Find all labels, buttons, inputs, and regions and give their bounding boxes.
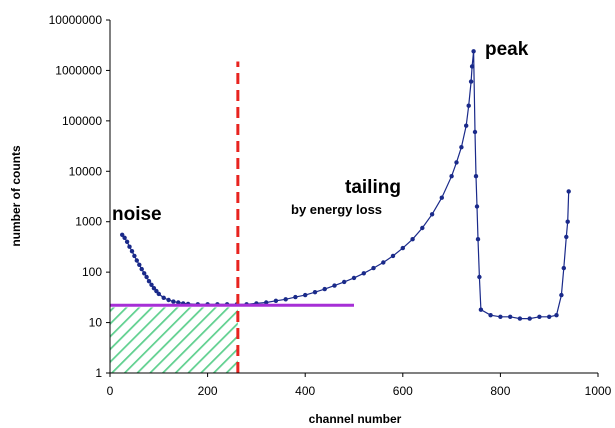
x-tick-label: 600: [393, 384, 413, 398]
data-point: [471, 49, 476, 54]
data-point: [371, 265, 376, 271]
data-point: [390, 253, 396, 259]
data-point: [517, 316, 523, 321]
data-point: [475, 237, 481, 242]
data-point: [478, 307, 484, 312]
data-point: [466, 103, 471, 108]
data-point: [283, 297, 288, 302]
x-axis-title: channel number: [309, 412, 402, 426]
data-point: [139, 266, 144, 272]
data-point: [166, 297, 171, 303]
data-point: [565, 219, 570, 224]
data-point: [561, 265, 566, 271]
data-point: [124, 239, 130, 244]
data-point: [342, 279, 347, 285]
data-point: [420, 225, 425, 231]
y-tick-label: 100: [82, 265, 102, 279]
data-point: [273, 298, 279, 303]
data-point: [537, 314, 542, 319]
x-tick-label: 400: [295, 384, 315, 398]
data-point: [129, 249, 135, 254]
data-point: [473, 174, 479, 179]
annotation-tailing: tailing: [345, 177, 401, 198]
hatched-region: [110, 307, 238, 373]
data-point: [351, 275, 357, 281]
data-point: [293, 294, 298, 300]
data-point: [161, 295, 166, 300]
data-point: [132, 253, 137, 259]
x-tick-label: 1000: [585, 384, 612, 398]
data-point: [477, 274, 482, 280]
data-point: [527, 316, 532, 321]
data-point: [400, 245, 405, 251]
data-point: [146, 279, 152, 284]
data-point: [176, 300, 181, 305]
data-point: [144, 274, 149, 280]
data-point: [303, 292, 308, 298]
data-point: [122, 235, 127, 240]
y-tick-label: 10: [89, 316, 103, 330]
data-point: [559, 292, 564, 298]
data-point: [142, 271, 147, 276]
data-point: [312, 290, 318, 295]
data-point: [468, 79, 474, 84]
data-point: [134, 258, 139, 263]
data-point: [429, 212, 435, 217]
data-point: [564, 234, 569, 240]
data-point: [449, 174, 454, 179]
data-point: [454, 160, 459, 165]
data-point: [488, 313, 493, 318]
y-tick-label: 100000: [62, 114, 102, 128]
data-point: [410, 237, 415, 242]
data-point: [566, 189, 571, 194]
data-point: [264, 300, 269, 305]
x-tick-label: 800: [490, 384, 510, 398]
annotation-energy-loss: by energy loss: [291, 202, 382, 217]
data-point: [472, 129, 478, 135]
y-tick-label: 1000: [75, 215, 102, 229]
data-point: [322, 286, 327, 292]
data-point: [459, 145, 464, 150]
annotation-peak: peak: [485, 39, 529, 60]
data-point: [137, 262, 142, 267]
data-point: [469, 64, 475, 69]
data-point: [171, 299, 176, 304]
data-point: [547, 314, 552, 319]
data-point: [120, 232, 125, 237]
data-point: [498, 314, 503, 319]
data-point: [156, 291, 161, 297]
data-point: [332, 283, 337, 288]
y-axis-title: number of counts: [9, 145, 23, 247]
data-point: [127, 244, 132, 249]
y-tick-label: 1000000: [55, 63, 102, 77]
data-point: [151, 286, 157, 291]
y-tick-label: 10000000: [49, 13, 103, 27]
data-point: [474, 204, 480, 209]
data-point: [439, 195, 444, 200]
data-point: [361, 271, 366, 276]
data-point: [508, 314, 513, 319]
y-tick-label: 1: [95, 366, 102, 380]
annotation-noise: noise: [112, 204, 162, 225]
x-tick-label: 200: [198, 384, 218, 398]
y-tick-label: 10000: [69, 164, 103, 178]
data-point: [149, 282, 154, 287]
x-tick-label: 0: [107, 384, 114, 398]
data-point: [381, 260, 386, 265]
data-point: [554, 313, 559, 318]
data-point: [464, 123, 469, 128]
